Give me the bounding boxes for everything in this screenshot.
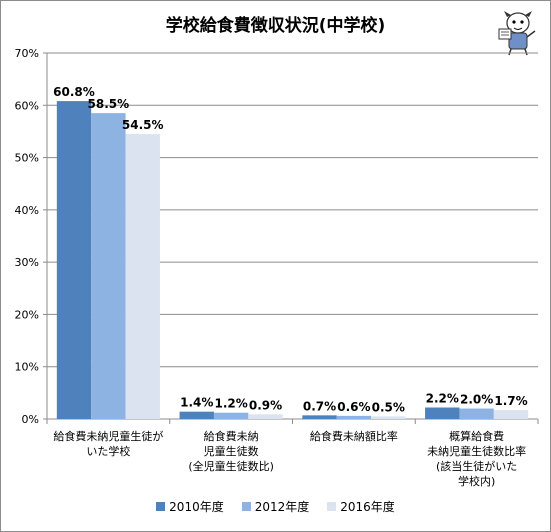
bar — [336, 415, 372, 419]
category-label: 概算給食費未納児童生徒数比率(該当生徒がいた学校内) — [427, 429, 526, 488]
legend-swatch — [156, 502, 166, 511]
legend-swatch — [241, 502, 251, 511]
data-label: 0.6% — [337, 400, 370, 414]
legend-item: 2012年度 — [241, 498, 310, 515]
category-label: 給食費未納額比率 — [310, 429, 398, 443]
y-tick-label: 20% — [15, 308, 39, 321]
data-label: 2.0% — [460, 393, 493, 407]
data-label: 58.5% — [88, 97, 130, 111]
bar — [213, 412, 249, 419]
plot-area: 0% 10% 20% 30% 40% 50% 60% 70% 60.8% 1.4% 0.7% 2.2%… — [15, 47, 539, 488]
y-tick-label: 50% — [15, 152, 39, 165]
legend-label: 2016年度 — [340, 500, 395, 514]
legend-label: 2012年度 — [254, 500, 310, 514]
legend-swatch — [327, 502, 337, 511]
y-tick-label: 0% — [22, 413, 39, 426]
data-label: 0.5% — [372, 400, 405, 414]
bar — [459, 408, 494, 419]
bar — [179, 411, 214, 419]
bar — [248, 414, 283, 419]
chart-title: 学校給食費徴収状況(中学校) — [165, 16, 386, 36]
category-label: 給食費未納児童生徒がいた学校 — [53, 429, 163, 458]
y-tick-label: 60% — [15, 99, 39, 112]
data-label: 1.7% — [494, 394, 527, 408]
bar — [56, 101, 92, 420]
y-tick-label: 30% — [15, 256, 39, 269]
legend: 2010年度 2012年度 2016年度 — [1, 498, 550, 515]
y-tick-label: 40% — [15, 204, 39, 217]
y-tick-label: 10% — [15, 361, 39, 374]
bar — [125, 134, 160, 420]
bar — [493, 410, 529, 419]
legend-item: 2016年度 — [327, 498, 395, 515]
data-label: 2.2% — [426, 391, 459, 405]
mascot-illustration — [498, 11, 536, 56]
data-label: 1.2% — [214, 397, 247, 411]
bar — [425, 407, 460, 419]
data-label: 0.7% — [303, 399, 336, 413]
category-label: 給食費未納児童生徒数(全児童生徒数比) — [188, 429, 274, 473]
data-label: 0.9% — [249, 398, 282, 412]
bar — [91, 113, 126, 419]
bar — [302, 415, 337, 419]
data-label: 1.4% — [180, 396, 213, 410]
legend-label: 2010年度 — [169, 500, 224, 514]
data-label: 54.5% — [122, 118, 164, 132]
y-tick-label: 70% — [15, 47, 39, 60]
data-label: 60.8% — [53, 85, 95, 99]
bar — [371, 416, 406, 419]
legend-item: 2010年度 — [156, 498, 224, 515]
